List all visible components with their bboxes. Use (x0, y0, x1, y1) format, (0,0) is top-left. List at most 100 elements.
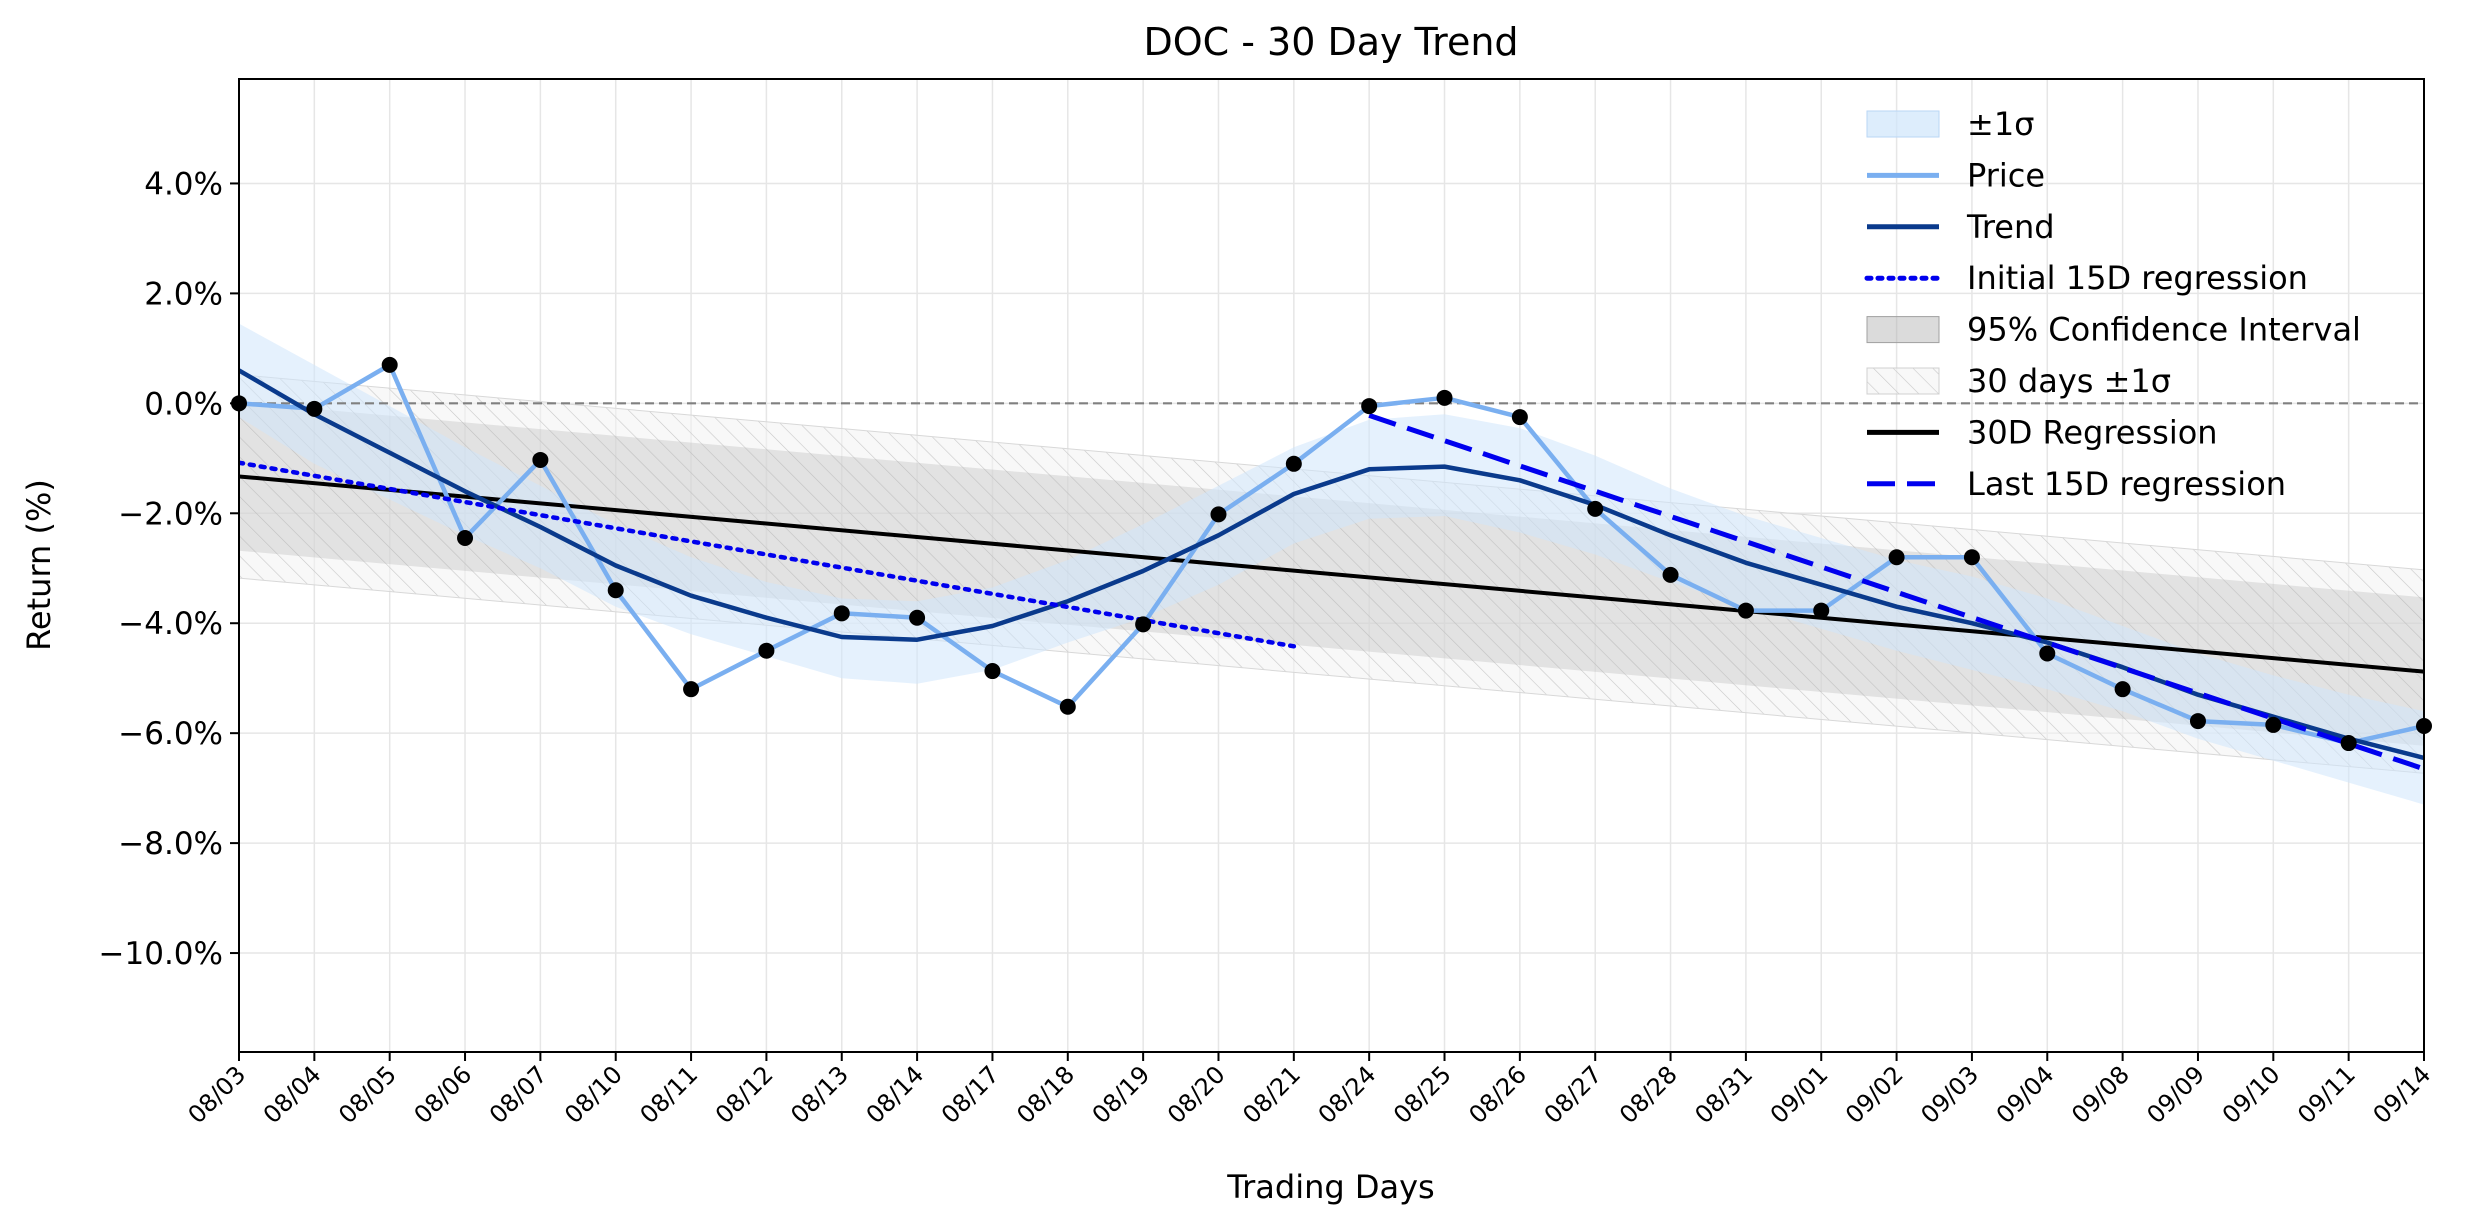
plot-frame (238, 78, 2425, 1053)
price-point (833, 605, 850, 622)
x-tick-label: 09/02 (1840, 1060, 1909, 1129)
price-point (1587, 500, 1604, 517)
x-tick-label: 08/17 (936, 1060, 1005, 1129)
legend-swatch (1866, 110, 1940, 138)
legend-item: Price (1867, 156, 2045, 194)
legend-item: 95% Confidence Interval (1866, 311, 2361, 349)
x-axis-label: Trading Days (1226, 1168, 1434, 1206)
price-point (607, 582, 624, 599)
legend-label: 30 days ±1σ (1967, 362, 2171, 400)
y-axis: 4.0% 2.0% 0.0% −2.0% −4.0% −6.0% −8.0% −10.0% (99, 166, 239, 972)
x-tick-label: 08/28 (1614, 1060, 1683, 1129)
legend-label: 95% Confidence Interval (1967, 311, 2361, 349)
legend-label: ±1σ (1967, 105, 2034, 143)
price-point (1135, 616, 1152, 633)
price-point (1210, 506, 1227, 523)
price-point (306, 400, 323, 417)
price-point (1963, 549, 1980, 566)
price-point (1285, 455, 1302, 472)
legend-label: Initial 15D regression (1967, 259, 2308, 297)
legend-label: Trend (1966, 208, 2055, 246)
price-point (1059, 698, 1076, 715)
y-tick-label: 4.0% (144, 166, 223, 202)
y-tick-label: −10.0% (99, 936, 223, 972)
x-tick-label: 08/04 (258, 1060, 327, 1129)
x-tick-label: 09/04 (1991, 1060, 2060, 1129)
price-point (2340, 735, 2357, 752)
x-tick-label: 08/10 (559, 1060, 628, 1129)
price-points (231, 356, 2432, 752)
legend-label: Price (1967, 156, 2045, 194)
y-tick-label: −2.0% (118, 496, 223, 532)
price-point (2189, 713, 2206, 730)
price-point (1737, 602, 1754, 619)
legend-label: 30D Regression (1967, 413, 2218, 451)
x-tick-label: 08/14 (861, 1060, 930, 1129)
x-tick-label: 09/08 (2066, 1060, 2135, 1129)
legend-item: Trend (1867, 208, 2055, 246)
legend-item: 30 days ±1σ (1866, 362, 2171, 400)
series-lines (239, 362, 2424, 772)
legend-item: Last 15D regression (1867, 465, 2286, 503)
price-point (909, 609, 926, 626)
x-tick-label: 08/06 (409, 1060, 478, 1129)
price-point (1888, 549, 1905, 566)
x-tick-label: 08/26 (1463, 1060, 1532, 1129)
price-point (1813, 602, 1830, 619)
legend-item: 30D Regression (1867, 413, 2218, 451)
x-tick-label: 08/11 (635, 1060, 704, 1129)
x-axis: 08/03 08/04 08/05 08/06 08/07 08/10 08/11 08/12… (183, 1052, 2437, 1129)
legend-item: Initial 15D regression (1864, 259, 2308, 297)
x-tick-label: 08/31 (1689, 1060, 1758, 1129)
y-tick-label: −6.0% (118, 716, 223, 752)
price-point (683, 681, 700, 698)
x-tick-label: 08/05 (333, 1060, 402, 1129)
x-tick-label: 08/12 (710, 1060, 779, 1129)
y-axis-label: Return (%) (20, 479, 58, 651)
x-tick-label: 09/14 (2368, 1060, 2437, 1129)
y-tick-label: 2.0% (144, 276, 223, 312)
price-point (1436, 389, 1453, 406)
x-tick-label: 09/10 (2217, 1060, 2286, 1129)
legend: ±1σ Price Trend Initial 15D regression 95% C… (1864, 105, 2361, 503)
legend-label: Last 15D regression (1967, 465, 2286, 503)
x-tick-label: 08/07 (484, 1060, 553, 1129)
x-tick-label: 09/01 (1765, 1060, 1834, 1129)
x-tick-label: 09/11 (2292, 1060, 2361, 1129)
price-point (381, 356, 398, 373)
chart-title: DOC - 30 Day Trend (1143, 20, 1518, 64)
x-tick-label: 08/19 (1087, 1060, 1156, 1129)
price-line (239, 362, 2424, 746)
x-tick-label: 08/18 (1011, 1060, 1080, 1129)
price-point (457, 530, 474, 547)
price-point (1361, 398, 1378, 415)
x-tick-label: 08/24 (1313, 1060, 1382, 1129)
x-tick-label: 08/03 (183, 1060, 252, 1129)
legend-swatch (1866, 367, 1940, 395)
price-point (2265, 716, 2282, 733)
x-tick-label: 09/09 (2141, 1060, 2210, 1129)
price-point (1662, 566, 1679, 583)
price-point (2039, 645, 2056, 662)
price-point (1511, 409, 1528, 426)
legend-item: ±1σ (1866, 105, 2034, 143)
regression-30d-line (239, 474, 2424, 674)
initial-15d-regression-line (239, 460, 1297, 649)
last-15d-regression-line (1368, 413, 2424, 772)
band-sigma (239, 323, 2424, 805)
x-tick-label: 09/03 (1915, 1060, 1984, 1129)
price-point (2114, 681, 2131, 698)
price-point (532, 451, 549, 468)
x-tick-label: 08/27 (1539, 1060, 1608, 1129)
x-tick-label: 08/20 (1162, 1060, 1231, 1129)
x-tick-label: 08/25 (1388, 1060, 1457, 1129)
x-tick-label: 08/21 (1237, 1060, 1306, 1129)
x-tick-label: 08/13 (785, 1060, 854, 1129)
y-tick-label: −8.0% (118, 826, 223, 862)
y-tick-label: 0.0% (144, 386, 223, 422)
price-point (758, 642, 775, 659)
legend-swatch (1866, 316, 1940, 344)
price-point (984, 663, 1001, 680)
y-tick-label: −4.0% (118, 606, 223, 642)
